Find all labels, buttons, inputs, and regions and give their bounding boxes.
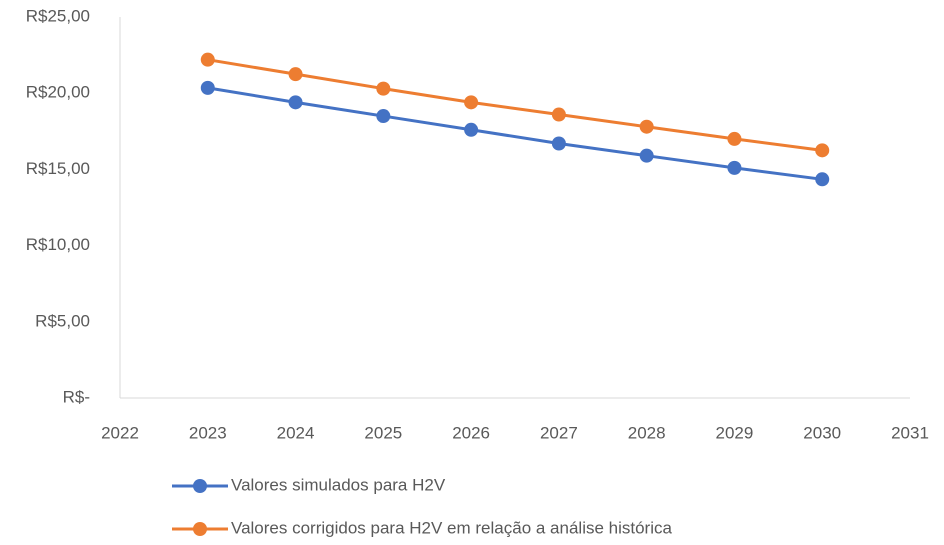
x-tick-label: 2023 xyxy=(189,423,227,442)
point xyxy=(288,95,303,110)
y-tick-label: R$10,00 xyxy=(26,235,90,254)
legend-marker xyxy=(193,479,207,493)
x-tick-label: 2031 xyxy=(891,423,929,442)
x-tick-label: 2027 xyxy=(540,423,578,442)
point xyxy=(376,109,391,124)
point xyxy=(551,107,566,122)
y-tick-label: R$- xyxy=(63,387,90,406)
point xyxy=(464,122,479,137)
y-tick-label: R$15,00 xyxy=(26,159,90,178)
point xyxy=(639,119,654,134)
y-tick-label: R$20,00 xyxy=(26,83,90,102)
point xyxy=(727,160,742,175)
legend-marker xyxy=(193,522,207,536)
legend-label: Valores simulados para H2V xyxy=(231,475,446,494)
point xyxy=(200,80,215,95)
line xyxy=(207,58,823,152)
x-tick-label: 2022 xyxy=(101,423,139,442)
line xyxy=(207,86,823,181)
x-tick-label: 2026 xyxy=(452,423,490,442)
point xyxy=(200,52,215,67)
point xyxy=(639,148,654,163)
legend-label: Valores corrigidos para H2V em relação a… xyxy=(231,518,672,537)
x-tick-label: 2029 xyxy=(716,423,754,442)
y-tick-label: R$5,00 xyxy=(35,311,90,330)
point xyxy=(815,172,830,187)
x-tick-label: 2025 xyxy=(364,423,402,442)
x-tick-label: 2028 xyxy=(628,423,666,442)
point xyxy=(551,136,566,151)
point xyxy=(464,95,479,110)
point xyxy=(376,81,391,96)
point xyxy=(815,143,830,158)
x-tick-label: 2024 xyxy=(277,423,315,442)
y-tick-label: R$25,00 xyxy=(26,6,90,25)
point xyxy=(727,131,742,146)
x-tick-label: 2030 xyxy=(803,423,841,442)
point xyxy=(288,67,303,82)
